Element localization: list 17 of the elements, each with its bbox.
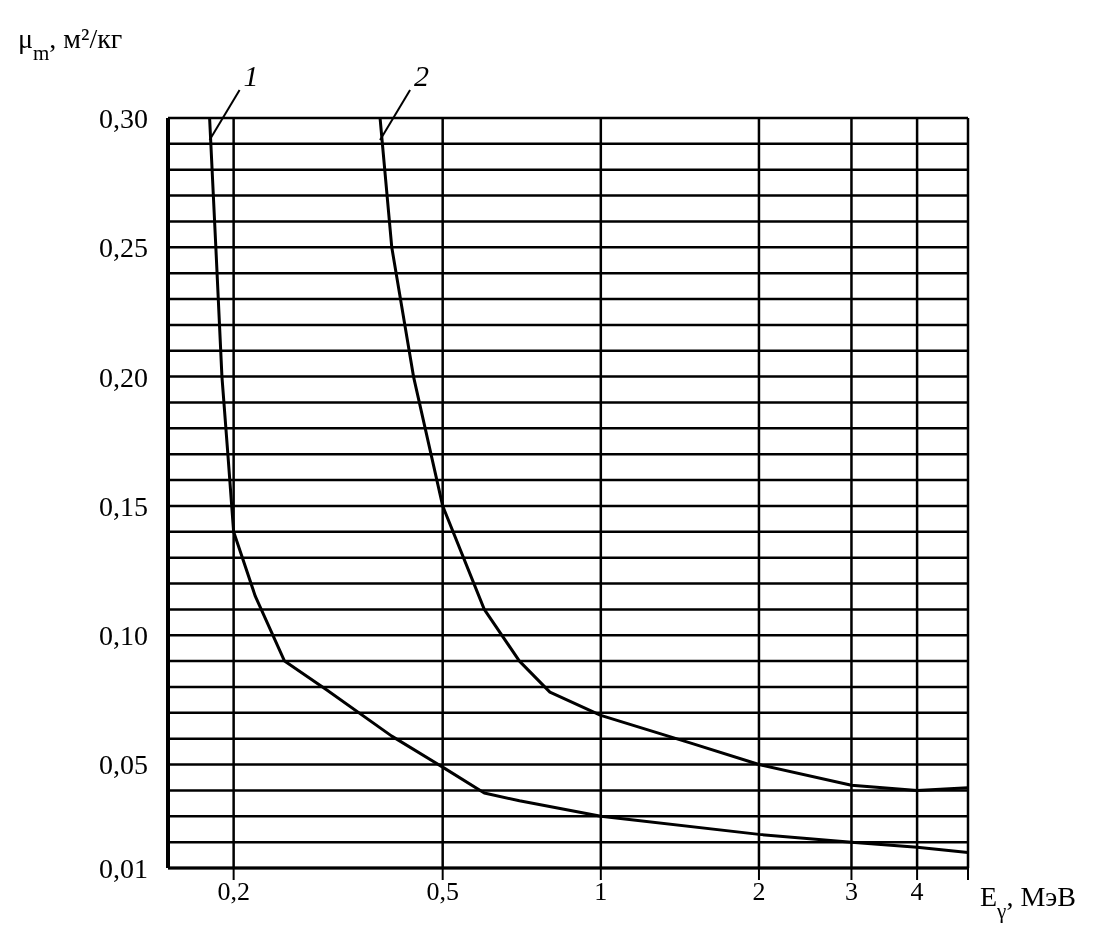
y-tick-label: 0,25	[99, 232, 148, 264]
y-tick-label: 0,01	[99, 852, 148, 884]
y-tick-label: 0,15	[99, 490, 148, 522]
y-tick-label: 0,20	[99, 361, 148, 393]
x-tick-label: 0,2	[217, 877, 250, 907]
y-axis-title: μ$_{m}$, м²/кг	[18, 23, 123, 65]
y-tick-label: 0,05	[99, 749, 148, 781]
x-axis-title: E$_{γ}$, МэВ	[980, 881, 1076, 923]
y-tick-label: 0,10	[99, 620, 148, 652]
x-tick-label: 3	[844, 877, 858, 907]
y-tick-label: 0,30	[99, 102, 148, 134]
x-tick-label: 1	[594, 877, 608, 907]
x-tick-label: 0,5	[426, 877, 459, 907]
annotation: 2	[414, 59, 430, 92]
x-tick-label: 4	[910, 877, 924, 907]
annotation: 1	[243, 59, 259, 92]
x-tick-label: 2	[752, 877, 766, 907]
